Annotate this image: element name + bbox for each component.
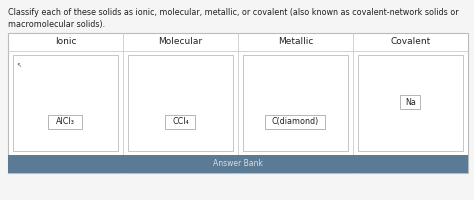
Text: C(diamond): C(diamond)	[272, 117, 319, 126]
Text: ↖: ↖	[16, 63, 21, 68]
Bar	[128, 55, 233, 151]
Text: AlCl₃: AlCl₃	[56, 117, 75, 126]
Text: Metallic: Metallic	[278, 38, 313, 46]
Bar	[401, 95, 420, 109]
Bar	[265, 115, 326, 129]
Bar	[8, 33, 468, 173]
Text: CCl₄: CCl₄	[172, 117, 189, 126]
Text: Classify each of these solids as ionic, molecular, metallic, or covalent (also k: Classify each of these solids as ionic, …	[8, 8, 459, 17]
Bar	[8, 155, 468, 173]
Text: Covalent: Covalent	[391, 38, 430, 46]
Text: Ionic: Ionic	[55, 38, 76, 46]
Text: macromolecular solids).: macromolecular solids).	[8, 20, 105, 29]
Bar	[48, 115, 82, 129]
Bar	[13, 55, 118, 151]
Text: Answer Bank: Answer Bank	[213, 160, 263, 168]
Text: Na: Na	[405, 98, 416, 107]
Text: Molecular: Molecular	[158, 38, 202, 46]
Bar	[165, 115, 195, 129]
Bar	[358, 55, 463, 151]
Bar	[243, 55, 348, 151]
